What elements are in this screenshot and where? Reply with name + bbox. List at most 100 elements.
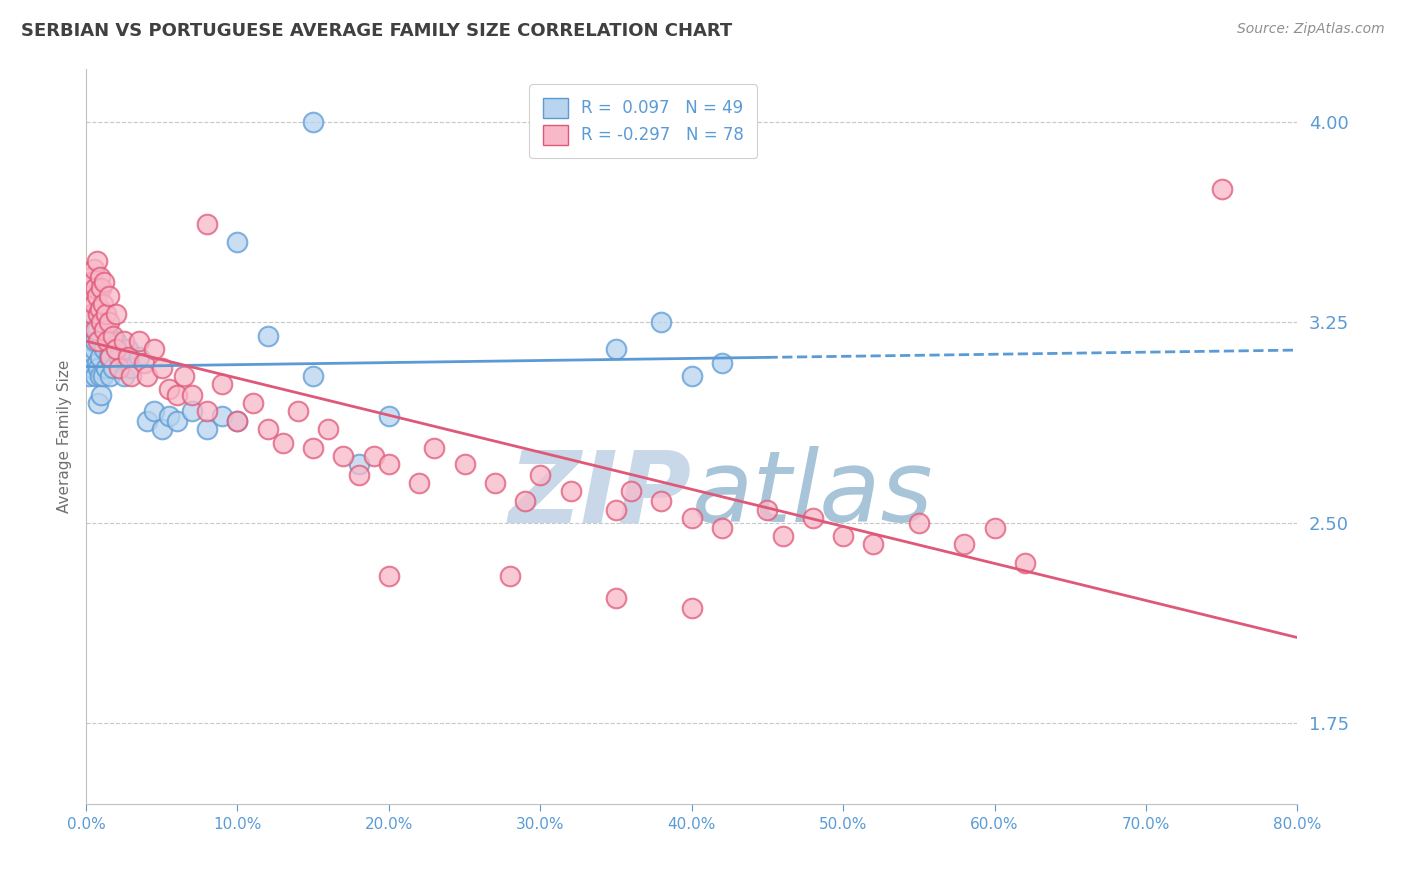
Point	[98, 368, 121, 383]
Point	[84, 368, 107, 383]
Point	[94, 307, 117, 321]
Point	[195, 422, 218, 436]
Point	[378, 569, 401, 583]
Point	[242, 395, 264, 409]
Point	[84, 334, 107, 348]
Point	[90, 387, 112, 401]
Point	[711, 521, 734, 535]
Point	[1014, 556, 1036, 570]
Point	[77, 289, 100, 303]
Point	[87, 395, 110, 409]
Point	[86, 355, 108, 369]
Point	[93, 276, 115, 290]
Point	[650, 494, 672, 508]
Point	[97, 350, 120, 364]
Point	[332, 449, 354, 463]
Point	[499, 569, 522, 583]
Point	[87, 334, 110, 348]
Point	[135, 368, 157, 383]
Point	[711, 355, 734, 369]
Point	[195, 403, 218, 417]
Point	[772, 529, 794, 543]
Point	[83, 307, 105, 321]
Point	[157, 409, 180, 423]
Point	[423, 441, 446, 455]
Point	[135, 414, 157, 428]
Point	[211, 409, 233, 423]
Point	[128, 350, 150, 364]
Point	[82, 360, 104, 375]
Point	[82, 334, 104, 348]
Point	[195, 217, 218, 231]
Point	[86, 254, 108, 268]
Point	[82, 307, 104, 321]
Point	[132, 355, 155, 369]
Point	[90, 281, 112, 295]
Point	[93, 342, 115, 356]
Point	[226, 414, 249, 428]
Point	[112, 334, 135, 348]
Point	[83, 262, 105, 277]
Point	[87, 307, 110, 321]
Point	[605, 342, 627, 356]
Point	[96, 334, 118, 348]
Text: ZIP: ZIP	[509, 446, 692, 543]
Point	[347, 467, 370, 482]
Point	[97, 289, 120, 303]
Point	[801, 510, 824, 524]
Point	[529, 467, 551, 482]
Point	[378, 409, 401, 423]
Point	[363, 449, 385, 463]
Point	[287, 403, 309, 417]
Point	[103, 360, 125, 375]
Point	[408, 475, 430, 490]
Point	[832, 529, 855, 543]
Text: Source: ZipAtlas.com: Source: ZipAtlas.com	[1237, 22, 1385, 37]
Point	[166, 414, 188, 428]
Point	[91, 296, 114, 310]
Point	[1211, 182, 1233, 196]
Point	[681, 368, 703, 383]
Point	[226, 235, 249, 250]
Point	[862, 537, 884, 551]
Point	[256, 422, 278, 436]
Point	[89, 350, 111, 364]
Point	[983, 521, 1005, 535]
Point	[756, 502, 779, 516]
Point	[82, 276, 104, 290]
Text: SERBIAN VS PORTUGUESE AVERAGE FAMILY SIZE CORRELATION CHART: SERBIAN VS PORTUGUESE AVERAGE FAMILY SIZ…	[21, 22, 733, 40]
Point	[620, 483, 643, 498]
Point	[108, 360, 131, 375]
Point	[166, 387, 188, 401]
Point	[173, 368, 195, 383]
Point	[150, 422, 173, 436]
Point	[93, 323, 115, 337]
Point	[89, 270, 111, 285]
Point	[77, 368, 100, 383]
Point	[681, 601, 703, 615]
Point	[605, 591, 627, 605]
Point	[108, 350, 131, 364]
Point	[953, 537, 976, 551]
Point	[87, 360, 110, 375]
Point	[117, 342, 139, 356]
Point	[650, 315, 672, 329]
Point	[83, 296, 105, 310]
Point	[89, 368, 111, 383]
Point	[103, 328, 125, 343]
Point	[94, 360, 117, 375]
Point	[91, 368, 114, 383]
Point	[157, 382, 180, 396]
Point	[84, 323, 107, 337]
Point	[484, 475, 506, 490]
Point	[226, 414, 249, 428]
Point	[302, 441, 325, 455]
Text: atlas: atlas	[692, 446, 934, 543]
Point	[97, 315, 120, 329]
Point	[79, 350, 101, 364]
Point	[256, 328, 278, 343]
Point	[128, 334, 150, 348]
Point	[112, 368, 135, 383]
Point	[908, 516, 931, 530]
Point	[150, 360, 173, 375]
